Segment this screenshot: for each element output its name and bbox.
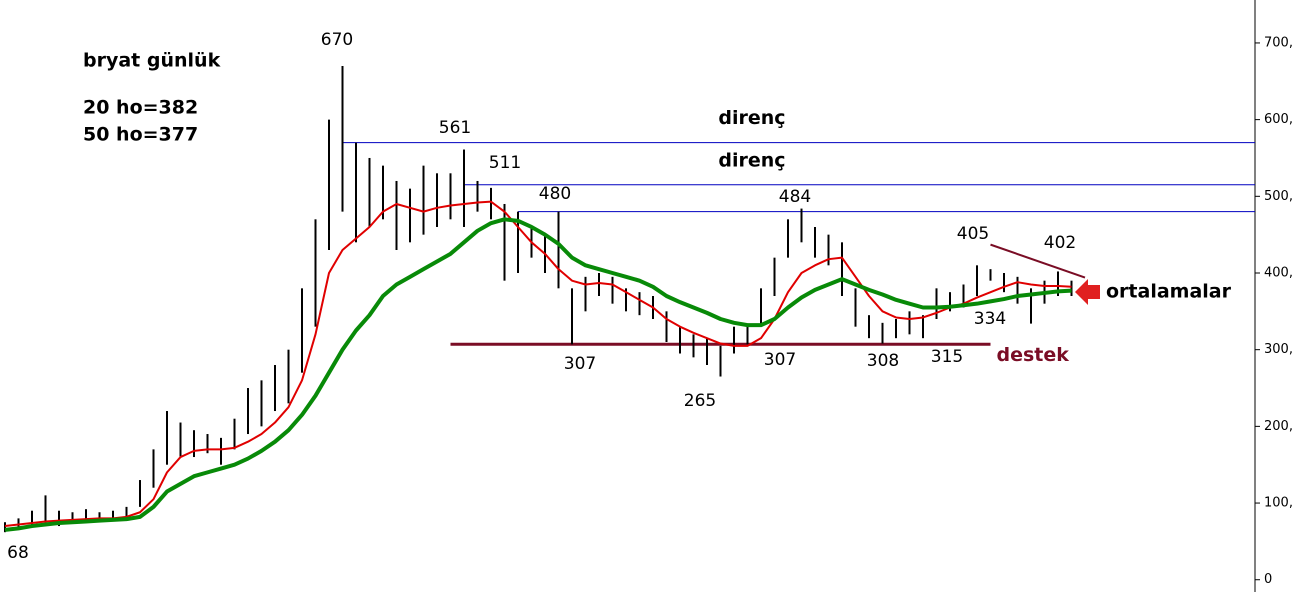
y-tick-label: 0 <box>1264 572 1272 587</box>
price-annotation: 484 <box>779 187 811 207</box>
price-annotation: 480 <box>539 184 571 204</box>
price-annotation: 68 <box>7 543 29 563</box>
note: 50 ho=377 <box>83 124 198 146</box>
price-annotation: 315 <box>931 347 963 367</box>
chart-title: bryat günlük <box>83 50 221 72</box>
price-annotation: 402 <box>1044 233 1076 253</box>
price-annotation: 334 <box>974 309 1006 329</box>
y-tick-label: 300, <box>1264 342 1293 357</box>
note: 20 ho=382 <box>83 97 198 119</box>
price-annotation: 265 <box>684 391 716 411</box>
arrow <box>1075 279 1100 305</box>
y-tick-label: 200, <box>1264 419 1293 434</box>
y-tick-label: 700, <box>1264 35 1293 50</box>
level-label: direnç <box>718 149 785 171</box>
level-label: direnç <box>718 107 785 129</box>
price-annotation: 405 <box>957 224 989 244</box>
y-tick-label: 500, <box>1264 189 1293 204</box>
y-tick-label: 600, <box>1264 112 1293 127</box>
arrow-label: ortalamalar <box>1106 281 1232 303</box>
moving-average <box>4 217 1072 532</box>
price-annotation: 511 <box>489 153 521 173</box>
moving-average <box>4 200 1072 528</box>
y-tick-label: 100, <box>1264 496 1293 511</box>
trendline <box>990 243 1086 279</box>
price-annotation: 561 <box>439 118 471 138</box>
level-label: destek <box>997 344 1070 366</box>
price-annotation: 308 <box>867 351 899 371</box>
price-annotation: 670 <box>321 30 353 50</box>
y-tick-label: 400, <box>1264 265 1293 280</box>
price-annotation: 307 <box>564 354 596 374</box>
price-annotation: 307 <box>764 350 796 370</box>
